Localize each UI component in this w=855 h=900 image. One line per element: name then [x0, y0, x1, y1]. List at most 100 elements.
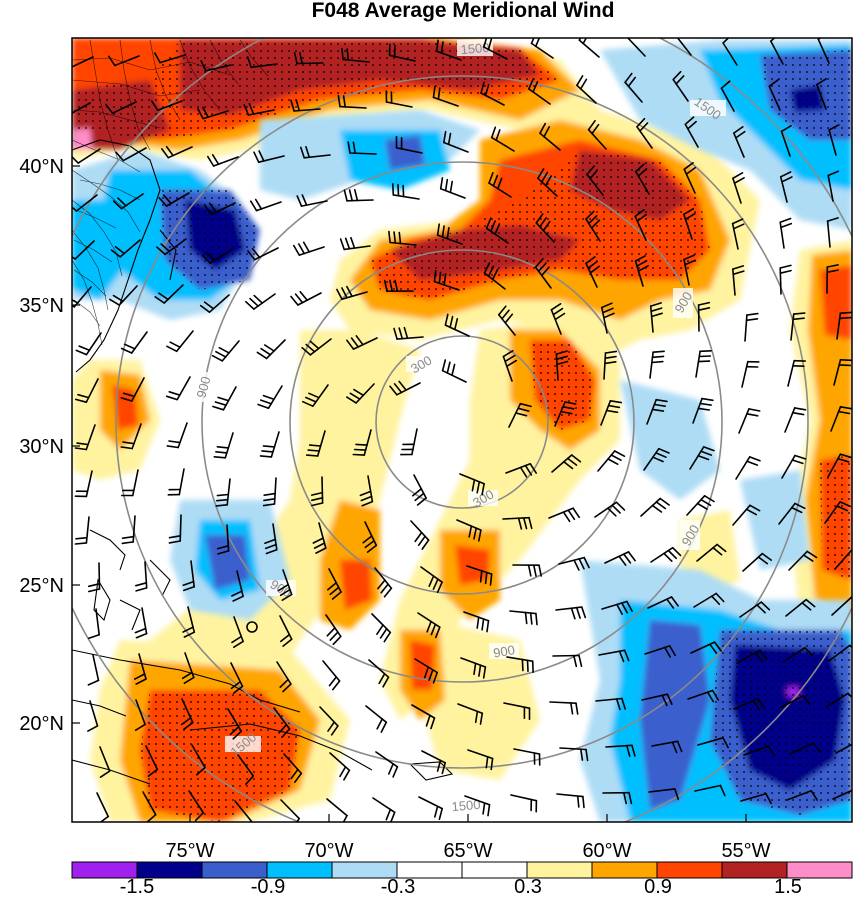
wind-barb-flag — [439, 177, 444, 190]
wind-barb-shaft — [190, 560, 195, 588]
wind-barb-flag — [446, 227, 450, 240]
wind-barb-flag — [484, 571, 488, 585]
wind-barb-flag — [562, 511, 571, 523]
wind-barb-shaft — [395, 382, 421, 396]
wind-barb-shaft — [690, 641, 716, 654]
wind-barb-shaft — [833, 358, 842, 386]
wind-barb-flag — [183, 585, 195, 592]
wind-barb-flag — [575, 606, 581, 619]
wind-barb-flag — [121, 541, 134, 545]
wind-barb-flag — [562, 460, 574, 470]
wind-barb-shaft — [601, 600, 628, 610]
wind-barb-flag — [360, 495, 373, 502]
wind-barb-flag — [349, 392, 361, 400]
wind-barb-flag — [486, 619, 490, 633]
wind-barb-flag — [515, 412, 528, 417]
wind-barb-flag — [264, 543, 277, 550]
wind-barb-shaft — [828, 644, 851, 662]
wind-barb-flag — [489, 573, 493, 586]
wind-barb-flag — [573, 559, 580, 571]
wind-barb-flag — [217, 550, 230, 555]
wind-barb-flag — [686, 120, 697, 130]
wind-barb-flag — [215, 450, 228, 454]
wind-barb-flag — [703, 494, 715, 503]
wind-barb-flag — [161, 148, 170, 159]
wind-barb-flag — [826, 264, 839, 268]
wind-barb-flag — [731, 265, 745, 270]
wind-barb-flag — [182, 580, 195, 587]
wind-barb-shaft — [687, 689, 714, 700]
wind-barb-flag — [389, 385, 398, 396]
wind-barb-flag — [122, 392, 136, 398]
wind-barb-flag — [482, 802, 486, 815]
wind-barb-flag — [792, 312, 806, 315]
wind-barb-flag — [697, 407, 711, 411]
wind-barb-shaft — [830, 405, 842, 432]
wind-barb-flag — [307, 449, 321, 452]
wind-barb-flag — [527, 564, 532, 577]
wind-barb-shaft — [410, 520, 430, 541]
wind-barb-flag — [476, 616, 480, 629]
lat-label-25N: 25°N — [19, 575, 64, 597]
wind-barb-flag — [720, 80, 731, 89]
wind-barb-flag — [602, 307, 614, 314]
wind-barb-flag — [259, 455, 273, 458]
wind-barb-flag — [604, 360, 617, 365]
wind-barb-flag — [112, 200, 123, 210]
wind-barb-flag — [115, 151, 125, 162]
wind-barb-flag — [366, 544, 378, 553]
wind-barb-shaft — [459, 473, 485, 485]
wind-barb-flag — [75, 536, 88, 540]
range-ring-labels: 300 300 900 900 900 900 900 1500 1500 15… — [193, 40, 726, 814]
wind-barb-flag — [87, 725, 99, 732]
wind-barb-flag — [109, 298, 121, 306]
wind-barb-flag — [534, 38, 541, 48]
wind-barb-flag — [160, 243, 171, 253]
wind-barb-shaft — [92, 654, 100, 682]
wind-barb-shaft — [89, 700, 99, 727]
wind-barb-shaft — [828, 129, 837, 156]
wind-barb-flag — [350, 236, 356, 249]
lon-label-70W: 70°W — [304, 840, 353, 862]
wind-barb-shaft — [72, 56, 94, 68]
wind-barb-flag — [282, 683, 292, 693]
wind-barb-shaft — [156, 100, 183, 112]
wind-barb-shaft — [253, 247, 279, 261]
wind-barb-flag — [490, 220, 496, 232]
wind-barb-flag — [232, 595, 244, 602]
wind-barb-flag — [387, 762, 394, 775]
wind-barb-flag — [438, 807, 444, 821]
wind-barb-flag — [589, 169, 599, 180]
wind-barb-flag — [253, 151, 260, 163]
wind-barb-flag — [158, 197, 168, 207]
wind-barb-shaft — [732, 504, 751, 526]
wind-barb-flag — [569, 702, 574, 715]
wind-barb-shaft — [510, 794, 538, 802]
wind-barb-flag — [631, 744, 636, 757]
wind-barb-flag — [134, 723, 146, 732]
wind-barb-shaft — [349, 152, 377, 155]
wind-barb-flag — [342, 95, 347, 108]
wind-barb-flag — [156, 246, 166, 256]
wind-barb-flag — [578, 558, 585, 570]
wind-barb-flag — [501, 309, 510, 320]
wind-barb-shaft — [835, 743, 852, 754]
wind-barb-flag — [353, 189, 359, 202]
wind-barb-shaft — [742, 552, 764, 572]
wind-barb-flag — [447, 132, 452, 146]
wind-barb-flag — [663, 552, 673, 563]
wind-barb-flag — [815, 78, 827, 86]
wind-barb-flag — [166, 445, 179, 449]
wind-barb-flag — [524, 611, 528, 625]
wind-barb-flag — [540, 266, 550, 277]
wind-barb-shaft — [396, 336, 424, 340]
wind-barb-flag — [487, 38, 493, 51]
wind-barb-flag — [430, 623, 437, 636]
wind-barb-flag — [257, 403, 270, 410]
map-frame — [71, 37, 853, 823]
wind-barb-shaft — [187, 606, 196, 634]
wind-barb-flag — [292, 244, 301, 256]
wind-barb-flag — [256, 351, 268, 360]
wind-barb-shaft — [77, 148, 101, 164]
wind-barb-flag — [331, 591, 342, 600]
